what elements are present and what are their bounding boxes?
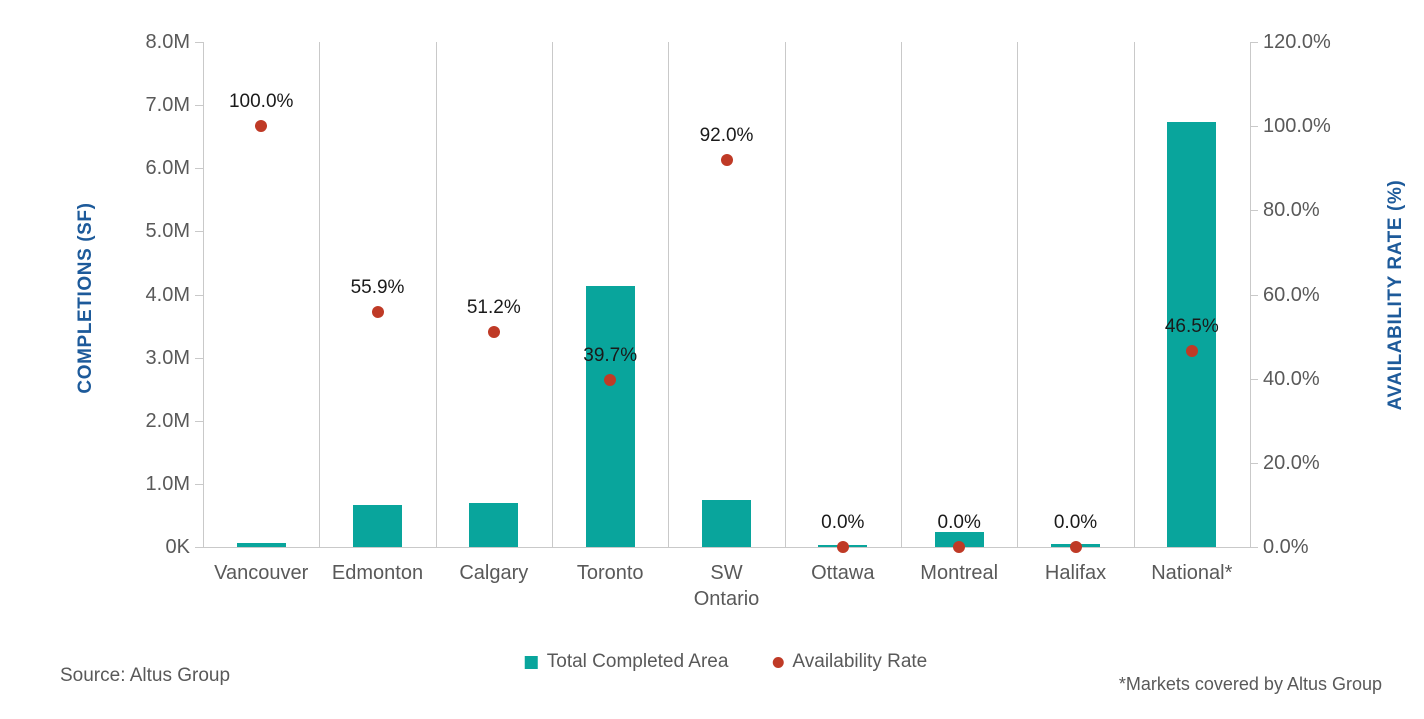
left-tick-label: 6.0M xyxy=(145,157,190,180)
left-tick-label: 0K xyxy=(165,536,190,558)
dot-series-swatch-icon xyxy=(772,656,784,668)
x-axis-label: Montreal xyxy=(920,562,999,584)
category-gridline xyxy=(1133,42,1135,547)
left-tick-mark xyxy=(195,105,203,107)
right-axis-title: AVAILABILITY RATE (%) xyxy=(1385,179,1406,411)
x-axis-label: Toronto xyxy=(576,562,644,584)
left-tick-label: 7.0M xyxy=(145,94,190,117)
availability-dot xyxy=(1069,541,1082,553)
right-tick-mark xyxy=(1250,294,1258,296)
x-axis-label: Ottawa xyxy=(811,562,875,584)
right-tick-label: 20.0% xyxy=(1263,451,1320,474)
left-tick-mark xyxy=(195,42,203,43)
bar-edmonton xyxy=(353,505,402,547)
category-gridline xyxy=(668,42,670,547)
availability-dot xyxy=(1185,345,1198,358)
left-tick-mark xyxy=(195,168,203,170)
x-axis-label: Vancouver xyxy=(214,562,309,584)
category-gridline xyxy=(319,42,321,547)
left-tick-label: 1.0M xyxy=(145,472,190,495)
x-axis-label: Halifax xyxy=(1044,562,1107,584)
availability-data-label: 46.5% xyxy=(1164,316,1219,338)
x-axis-line xyxy=(203,547,1250,548)
legend: Total Completed Area Availability Rate xyxy=(524,651,927,673)
legend-item-total-completed-area: Total Completed Area xyxy=(524,651,729,673)
x-axis-label: Edmonton xyxy=(331,562,424,584)
category-gridline xyxy=(435,42,437,547)
category-gridline xyxy=(1017,42,1019,547)
bar-sw-ontario xyxy=(702,499,751,547)
left-tick-mark xyxy=(195,420,203,422)
legend-label: Availability Rate xyxy=(792,651,928,672)
left-tick-mark xyxy=(195,483,203,485)
availability-dot xyxy=(487,325,500,338)
source-note: Source: Altus Group xyxy=(60,665,231,686)
left-tick-label: 5.0M xyxy=(145,220,190,243)
right-tick-label: 60.0% xyxy=(1263,283,1320,306)
right-tick-mark xyxy=(1250,547,1258,548)
right-tick-label: 80.0% xyxy=(1263,199,1320,222)
availability-data-label: 100.0% xyxy=(228,91,294,113)
left-tick-label: 3.0M xyxy=(145,346,190,369)
availability-data-label: 0.0% xyxy=(937,512,981,533)
bar-series-swatch-icon xyxy=(524,655,538,669)
bar-vancouver xyxy=(236,542,286,547)
right-tick-mark xyxy=(1250,42,1258,43)
left-tick-mark xyxy=(195,357,203,359)
category-gridline xyxy=(552,42,553,547)
left-tick-mark xyxy=(195,231,203,233)
legend-item-availability-rate: Availability Rate xyxy=(772,651,927,673)
availability-data-label: 0.0% xyxy=(821,512,865,533)
x-axis-label: SW Ontario xyxy=(693,562,760,610)
bar-national- xyxy=(1167,122,1217,547)
x-axis-label: Calgary xyxy=(459,562,529,584)
availability-data-label: 55.9% xyxy=(350,276,405,298)
axis-boundary-line xyxy=(203,42,204,547)
availability-dot xyxy=(720,153,733,166)
right-tick-label: 120.0% xyxy=(1263,31,1331,53)
availability-data-label: 51.2% xyxy=(466,296,521,318)
availability-dot xyxy=(836,541,849,553)
right-tick-mark xyxy=(1250,462,1258,464)
left-tick-label: 2.0M xyxy=(145,409,190,432)
bar-toronto xyxy=(585,285,635,547)
left-tick-label: 4.0M xyxy=(145,283,190,306)
left-tick-mark xyxy=(195,294,203,296)
bar-calgary xyxy=(469,503,519,547)
right-tick-label: 40.0% xyxy=(1263,367,1320,390)
right-tick-label: 0.0% xyxy=(1263,536,1309,558)
availability-data-label: 92.0% xyxy=(699,124,754,146)
availability-data-label: 0.0% xyxy=(1053,512,1098,533)
right-tick-label: 100.0% xyxy=(1263,115,1331,138)
category-gridline xyxy=(901,42,902,547)
right-tick-mark xyxy=(1250,126,1258,128)
left-axis-title: COMPLETIONS (SF) xyxy=(75,202,96,394)
legend-label: Total Completed Area xyxy=(546,651,729,672)
right-tick-mark xyxy=(1250,378,1258,380)
availability-dot xyxy=(604,373,617,386)
footnote: *Markets covered by Altus Group xyxy=(1118,674,1382,694)
x-axis-label: National* xyxy=(1151,562,1233,584)
bar-montreal xyxy=(934,531,984,547)
availability-dot xyxy=(371,305,384,318)
right-tick-mark xyxy=(1250,210,1258,212)
availability-data-label: 39.7% xyxy=(583,344,638,366)
left-tick-mark xyxy=(195,547,203,548)
left-tick-label: 8.0M xyxy=(145,31,190,53)
category-gridline xyxy=(784,42,786,547)
availability-dot xyxy=(953,541,966,553)
availability-dot xyxy=(255,120,268,133)
